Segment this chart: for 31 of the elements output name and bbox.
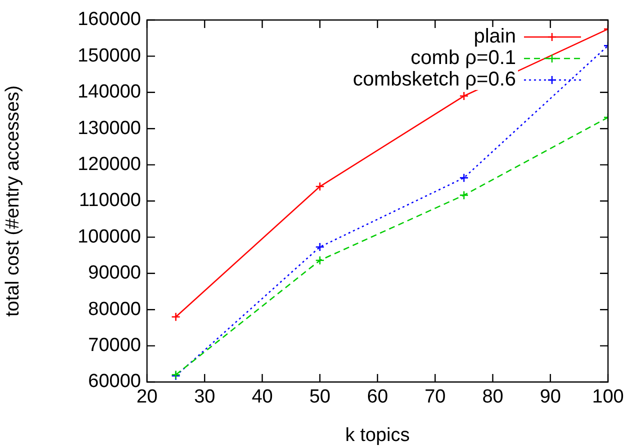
point [315,256,325,266]
y-tick-label: 70000 [88,335,141,356]
x-tick-label: 70 [424,386,446,408]
legend-label: combsketch ρ=0.6 [352,68,516,91]
point [171,312,180,322]
x-tick-label: 30 [194,386,216,408]
y-tick-label: 110000 [79,190,141,212]
y-tick-label: 150000 [78,45,141,66]
y-tick-label: 80000 [88,298,141,320]
legend-label: comb ρ=0.1 [410,47,516,70]
y-tick-label: 90000 [88,262,141,284]
y-axis-title: total cost (#entry accesses) [2,85,24,317]
y-tick-label: 140000 [78,82,141,103]
y-tick-label: 160000 [78,9,141,30]
x-tick-label: 40 [252,386,273,408]
x-tick-label: 100 [592,386,624,408]
point [315,242,325,252]
y-tick-label: 120000 [78,154,141,176]
point [459,173,469,182]
x-tick-label: 80 [482,386,504,408]
point [459,190,469,200]
x-axis-title: k topics [345,424,410,446]
legend-label: plain [474,26,516,48]
y-tick-label: 100000 [78,226,141,248]
x-tick-label: 50 [309,386,330,408]
x-tick-label: 20 [136,386,158,408]
point [459,91,469,101]
y-tick-label: 130000 [78,118,141,139]
point [315,182,325,192]
x-tick-label: 60 [366,386,388,408]
x-tick-label: 90 [540,386,561,408]
